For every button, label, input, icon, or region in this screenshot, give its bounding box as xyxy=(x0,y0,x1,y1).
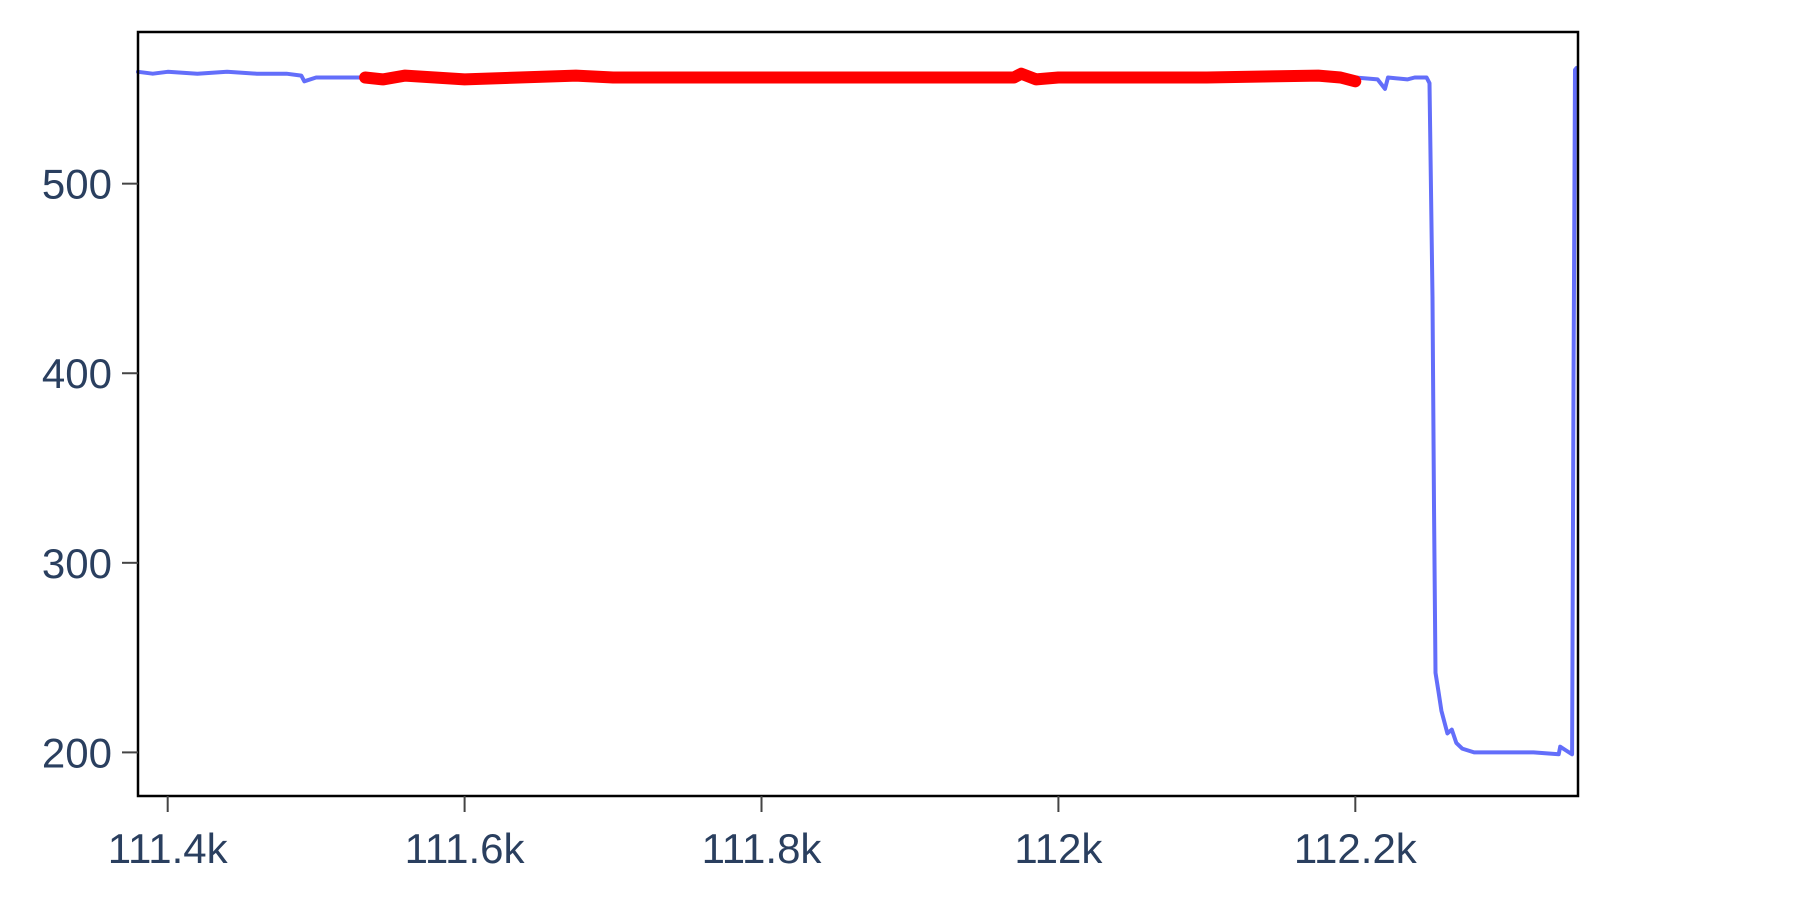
plot-frame xyxy=(136,30,1580,798)
series-line-2 xyxy=(359,67,1362,88)
x-tick-label: 112.2k xyxy=(1294,825,1418,872)
x-tick-label: 111.6k xyxy=(405,825,526,872)
y-tick-label: 300 xyxy=(42,540,112,587)
y-tick-label: 500 xyxy=(42,161,112,208)
series-layer xyxy=(136,66,1579,757)
x-tick-label: 111.8k xyxy=(702,825,823,872)
y-tick-label: 200 xyxy=(42,729,112,776)
x-tick-label: 112k xyxy=(1014,825,1103,872)
series-line-1 xyxy=(136,66,1579,757)
x-tick-label: 111.4k xyxy=(108,825,229,872)
y-tick-label: 400 xyxy=(42,350,112,397)
y-axis: 200 300 400 500 xyxy=(42,161,138,776)
plot-background xyxy=(138,32,1578,796)
x-axis: 111.4k 111.6k 111.8k 112k 112.2k xyxy=(108,796,1418,872)
